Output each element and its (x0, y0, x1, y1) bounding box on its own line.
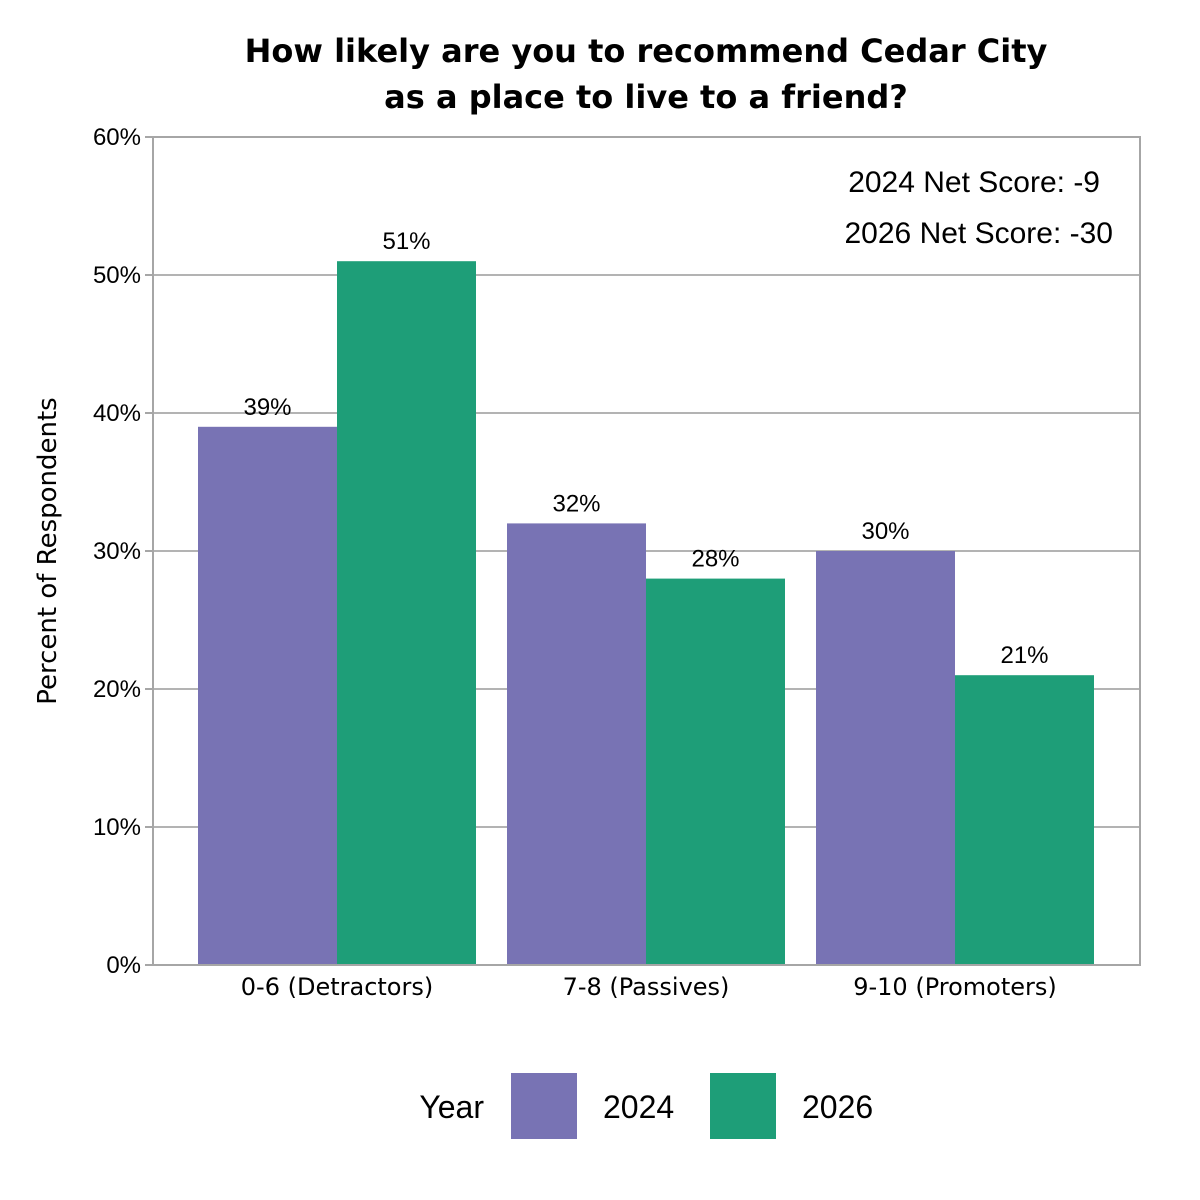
chart-title-line-2: as a place to live to a friend? (384, 78, 908, 116)
x-category-label-2: 9-10 (Promoters) (853, 973, 1057, 1001)
data-label-2026-2: 21% (1000, 642, 1048, 669)
x-axis-categories: 0-6 (Detractors) 7-8 (Passives) 9-10 (Prom… (241, 973, 1057, 1001)
y-axis-ticks: 0% 10% 20% 30% 40% 50% 60% (93, 124, 153, 979)
data-label-2024-1: 32% (552, 490, 600, 517)
y-tick-label: 60% (93, 124, 141, 151)
bar-2026-0 (337, 261, 476, 965)
chart-title-line-1: How likely are you to recommend Cedar Ci… (245, 32, 1048, 70)
data-label-2026-1: 28% (691, 546, 739, 573)
legend-swatch-2026 (710, 1073, 776, 1139)
y-tick-label: 20% (93, 676, 141, 703)
legend-label-2026: 2026 (802, 1089, 873, 1125)
y-tick-label: 10% (93, 814, 141, 841)
y-axis-label: Percent of Respondents (33, 397, 63, 704)
y-tick-label: 30% (93, 538, 141, 565)
annotation-2024-net-score: 2024 Net Score: -9 (848, 166, 1100, 199)
legend-label-2024: 2024 (603, 1089, 674, 1125)
annotation-2026-net-score: 2026 Net Score: -30 (845, 217, 1114, 250)
bar-2026-1 (646, 578, 785, 965)
data-labels: 39% 51% 32% 28% 30% 21% (243, 228, 1048, 669)
bar-2024-0 (198, 426, 337, 965)
legend-title: Year (419, 1089, 484, 1125)
x-category-label-0: 0-6 (Detractors) (241, 973, 433, 1001)
y-tick-label: 50% (93, 262, 141, 289)
data-label-2024-0: 39% (243, 394, 291, 421)
data-label-2026-0: 51% (382, 228, 430, 255)
legend-swatch-2024 (511, 1073, 577, 1139)
bar-2024-2 (816, 551, 955, 965)
bar-2024-1 (507, 523, 646, 965)
plot-frame (152, 136, 1141, 966)
x-category-label-1: 7-8 (Passives) (563, 973, 730, 1001)
y-tick-label: 0% (106, 952, 141, 979)
bars (198, 261, 1094, 965)
bar-2026-2 (955, 675, 1094, 965)
y-tick-label: 40% (93, 400, 141, 427)
legend: Year 2024 2026 (419, 1073, 873, 1139)
data-label-2024-2: 30% (861, 518, 909, 545)
